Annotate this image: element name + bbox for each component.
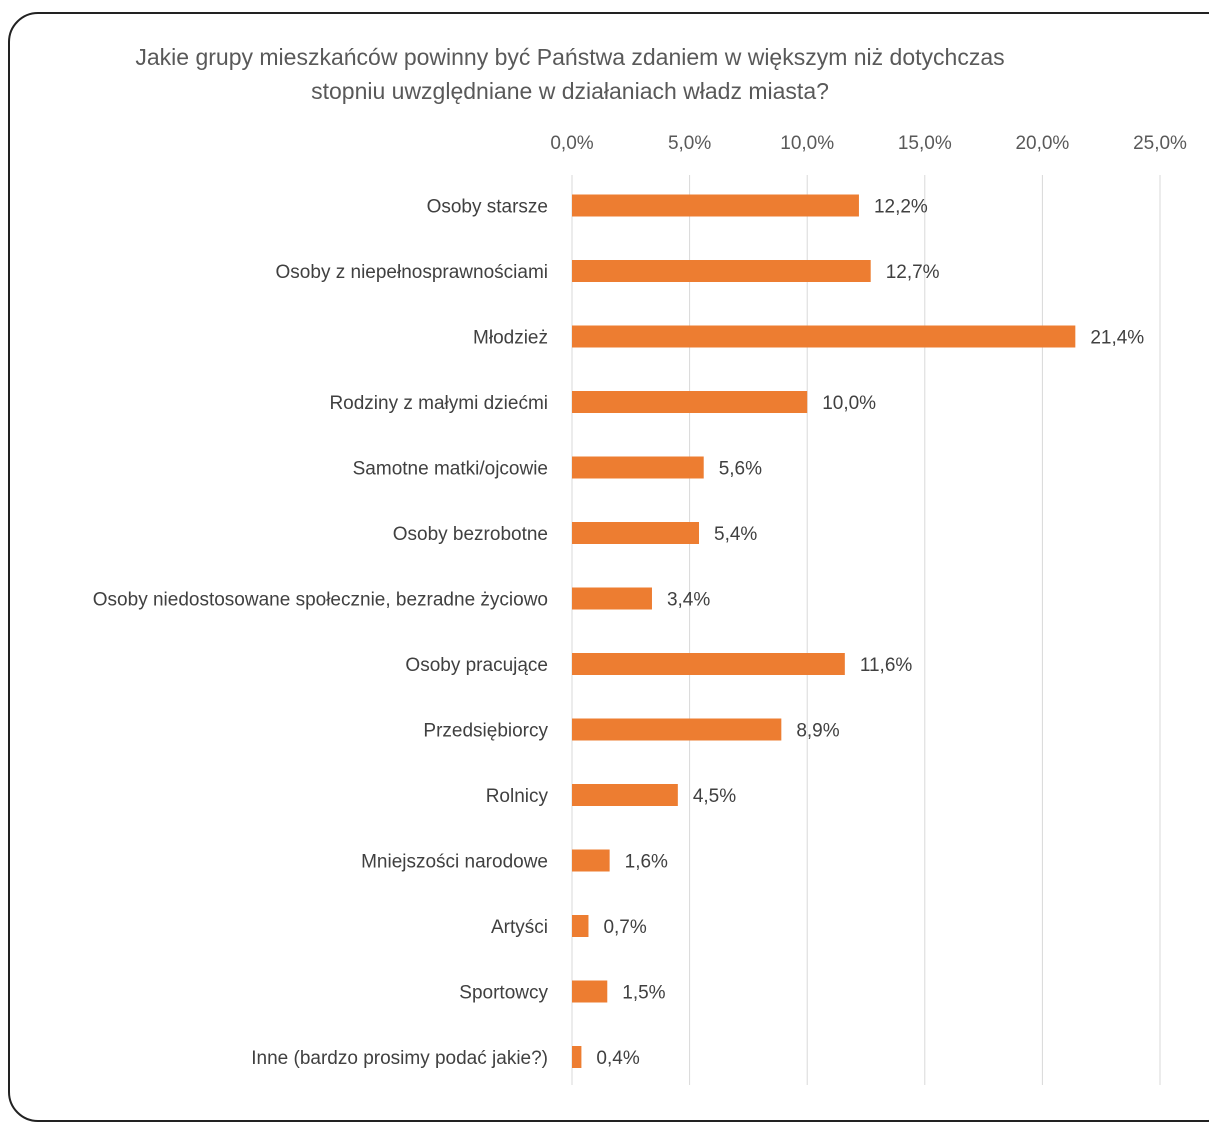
x-axis-ticks: 0,0% 5,0% 10,0% 15,0% 20,0% 25,0% [550, 133, 1187, 154]
category-label: Osoby bezrobotne [393, 524, 548, 545]
category-label: Przedsiębiorcy [423, 721, 548, 742]
category-label: Samotne matki/ojcowie [353, 459, 548, 480]
category-label: Inne (bardzo prosimy podać jakie?) [251, 1048, 548, 1069]
category-label: Osoby pracujące [405, 655, 548, 676]
chart-title: Jakie grupy mieszkańców powinny być Pańs… [135, 44, 1005, 104]
x-tick-label: 25,0% [1133, 133, 1187, 154]
bar [572, 194, 859, 217]
x-tick-label: 5,0% [668, 133, 711, 154]
data-label: 8,9% [796, 721, 839, 742]
data-label: 1,5% [622, 983, 665, 1004]
bar [572, 980, 608, 1003]
data-label: 12,2% [874, 197, 928, 218]
category-label: Osoby niedostosowane społecznie, bezradn… [93, 590, 548, 611]
data-label: 1,6% [625, 852, 668, 873]
bar [572, 325, 1076, 348]
bar [572, 915, 589, 937]
data-label: 0,4% [596, 1048, 639, 1069]
category-label: Młodzież [473, 328, 548, 349]
bar [572, 1046, 582, 1068]
bar [572, 718, 782, 741]
data-labels: 12,2% 12,7% 21,4% 10,0% 5,6% 5,4% 3,4% 11,6% 8,9… [596, 197, 1144, 1070]
data-label: 21,4% [1090, 328, 1144, 349]
data-label: 11,6% [860, 655, 913, 676]
bar [572, 260, 871, 282]
bar [572, 391, 808, 413]
category-label: Osoby z niepełnosprawnościami [276, 262, 548, 283]
bar [572, 456, 704, 479]
gridlines [571, 175, 1161, 1085]
data-label: 4,5% [693, 786, 736, 807]
x-tick-label: 0,0% [550, 133, 593, 154]
data-label: 3,4% [667, 590, 710, 611]
data-label: 5,6% [719, 459, 762, 480]
data-label: 0,7% [603, 917, 646, 938]
category-label: Rodziny z małymi dziećmi [329, 393, 548, 414]
bars [572, 194, 1076, 1068]
x-tick-label: 20,0% [1015, 133, 1069, 154]
data-label: 5,4% [714, 524, 757, 545]
category-label: Rolnicy [486, 786, 549, 807]
bar [572, 522, 700, 544]
category-label: Artyści [491, 917, 548, 938]
data-label: 10,0% [822, 393, 876, 414]
category-label: Osoby starsze [427, 197, 548, 218]
bar [572, 849, 610, 872]
data-label: 12,7% [886, 262, 940, 283]
x-tick-label: 10,0% [780, 133, 834, 154]
category-labels: Osoby starsze Osoby z niepełnosprawnościa… [93, 197, 549, 1070]
x-tick-label: 15,0% [898, 133, 952, 154]
bar [572, 784, 678, 806]
category-label: Sportowcy [459, 983, 548, 1004]
bar [572, 587, 652, 610]
bar [572, 653, 845, 675]
category-label: Mniejszości narodowe [361, 852, 548, 873]
